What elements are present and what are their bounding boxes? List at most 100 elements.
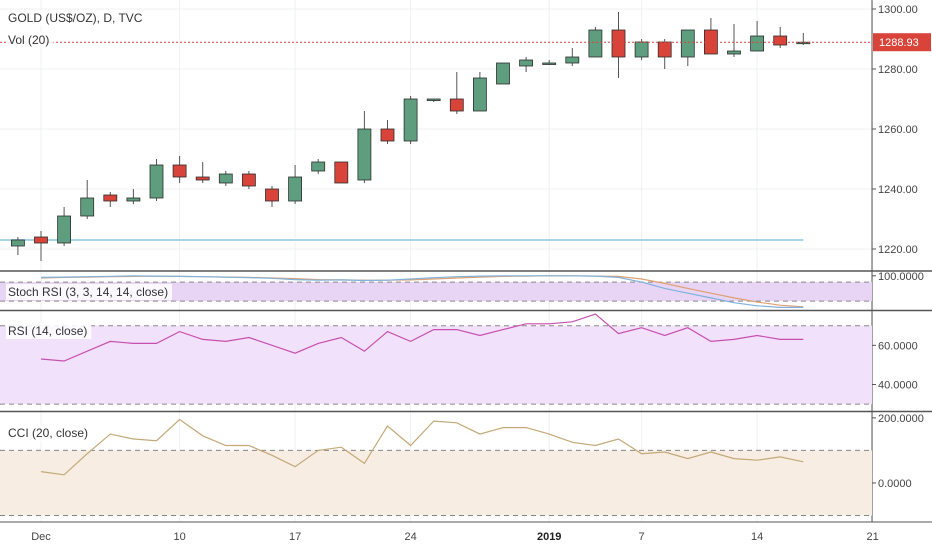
candle-body [103,194,118,202]
cci-axis-tick-label: 200.0000 [878,413,924,425]
candle-body [265,188,279,202]
time-axis-tick-label: Dec [31,531,51,543]
candle [611,12,626,78]
candle-body [796,41,811,45]
candle-body [773,35,788,46]
candle-body [311,161,326,172]
candle [10,237,25,255]
price-axis-tick-label: 1240.00 [878,184,918,196]
rsi-band-fill [0,325,872,405]
candle-body [10,239,25,247]
chart-title-text: GOLD (US$/OZ), D, TVC [8,11,143,25]
candle-body [611,29,626,58]
candle-body [542,62,557,65]
time-axis-tick-label: 10 [173,531,185,543]
rsi-line [40,313,804,362]
price-axis-tick-label: 1220.00 [878,244,918,256]
price-axis-tick-label: 1260.00 [878,124,918,136]
candle [357,111,372,183]
time-axis-tick-label: 17 [289,531,301,543]
rsi-label-text: RSI (14, close) [8,324,87,338]
candle-body [750,35,764,52]
candle [57,207,71,246]
price-axis-tick-label: 1300.00 [878,4,918,16]
candle-body [496,62,510,85]
stoch_rsi-band-fill [0,282,872,302]
price-axis[interactable]: 1220.00 1240.00 1260.00 1280.00 1300.00 100.0… [872,4,931,490]
candle-body [727,50,741,55]
candle [103,192,118,207]
candle-body [680,29,695,58]
time-axis-tick-label: 21 [866,531,878,543]
candle-body [565,56,580,64]
stoch-rsi-label: Stoch RSI (3, 3, 14, 14, close) [6,284,173,300]
rsi-axis-tick-label: 60.0000 [878,340,918,352]
chart-marks [0,12,872,476]
stoch-rsi-label-text: Stoch RSI (3, 3, 14, 14, close) [8,285,168,299]
stoch-axis-tick-label: 100.0000 [878,271,924,283]
candle [195,162,210,183]
candle-body [288,176,303,202]
candle [218,171,233,186]
candle [750,21,764,52]
candle-body [588,29,603,58]
candle-body [634,41,649,58]
time-axis-tick-label: 7 [639,531,645,543]
price-axis-tick-label: 1280.00 [878,64,918,76]
grid-lines [0,0,932,523]
candle [773,27,788,48]
candle-body [80,197,95,217]
candle [426,98,441,102]
candle-body [218,173,233,184]
candle-body [126,197,141,202]
candle [472,72,487,112]
candle-body [657,41,672,58]
candle-body [357,128,372,181]
last-price-tag-bg [873,33,931,52]
candle [519,57,533,72]
time-axis-tick-label: 2019 [537,531,561,543]
candle-body [149,164,164,199]
cci-label-text: CCI (20, close) [8,426,88,440]
candle [796,33,811,45]
candle-body [704,29,718,55]
legend-labels: GOLD (US$/OZ), D, TVC Vol (20) Stoch RSI (… [6,10,173,441]
candle [172,156,187,183]
candle [126,189,141,204]
candle [265,186,279,207]
candle-body [380,128,395,142]
candle-body [172,164,187,178]
candle-body [334,161,349,184]
last-price-tag: 1288.93 [873,33,931,52]
candle-body [472,77,487,112]
cci-band-fill [0,450,872,516]
candle [542,60,557,65]
stoch-rsi-k-line [40,275,804,308]
time-axis-tick-label: 14 [751,531,763,543]
candle-body [195,176,210,181]
volume-label: Vol (20) [6,32,54,48]
candle-body [57,215,71,244]
rsi-axis-tick-label: 40.0000 [878,380,918,392]
cci-line [40,418,804,476]
volume-label-text: Vol (20) [8,33,49,47]
candle [311,159,326,174]
candle [241,171,256,189]
last-price-tag-label: 1288.93 [879,37,919,49]
indicator-fills [0,281,872,516]
candle [380,120,395,144]
cci-axis-tick-label: 0.0000 [878,478,912,490]
cci-label: CCI (20, close) [6,425,93,441]
candle [34,231,48,261]
candle [288,165,303,204]
candle-body [34,236,48,244]
rsi-label: RSI (14, close) [6,323,92,339]
candle [680,29,695,66]
candle [449,72,464,114]
time-axis[interactable]: Dec 10 17 24 2019 7 14 21 [31,531,879,543]
candle [565,48,580,66]
candle-body [519,59,533,67]
candle [403,96,418,144]
candle [80,180,95,219]
